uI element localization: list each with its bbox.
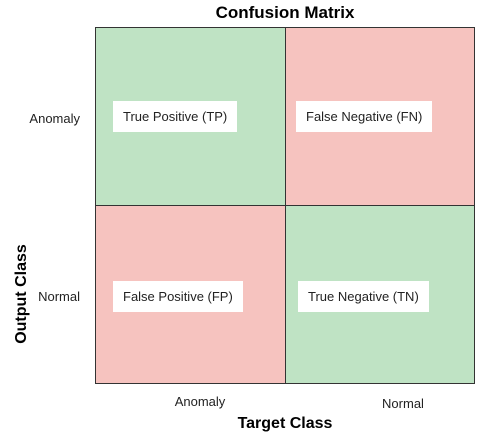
row-label-anomaly: Anomaly bbox=[29, 111, 80, 126]
cell-false-positive: False Positive (FP) bbox=[96, 206, 286, 383]
y-axis-title: Output Class bbox=[13, 244, 30, 344]
confusion-matrix: True Positive (TP) False Negative (FN) F… bbox=[95, 27, 475, 384]
cell-false-negative: False Negative (FN) bbox=[286, 28, 474, 206]
diagram-title: Confusion Matrix bbox=[215, 3, 355, 22]
cell-true-negative: True Negative (TN) bbox=[286, 206, 474, 383]
cell-label-true-positive: True Positive (TP) bbox=[113, 101, 238, 132]
col-label-normal: Normal bbox=[382, 396, 424, 411]
col-label-anomaly: Anomaly bbox=[174, 394, 226, 409]
cell-label-false-negative: False Negative (FN) bbox=[296, 101, 433, 132]
cell-true-positive: True Positive (TP) bbox=[96, 28, 286, 206]
x-axis-title: Target Class bbox=[237, 415, 333, 432]
cell-label-true-negative: True Negative (TN) bbox=[298, 281, 429, 312]
cell-label-false-positive: False Positive (FP) bbox=[113, 281, 243, 312]
row-label-normal: Normal bbox=[38, 289, 80, 304]
